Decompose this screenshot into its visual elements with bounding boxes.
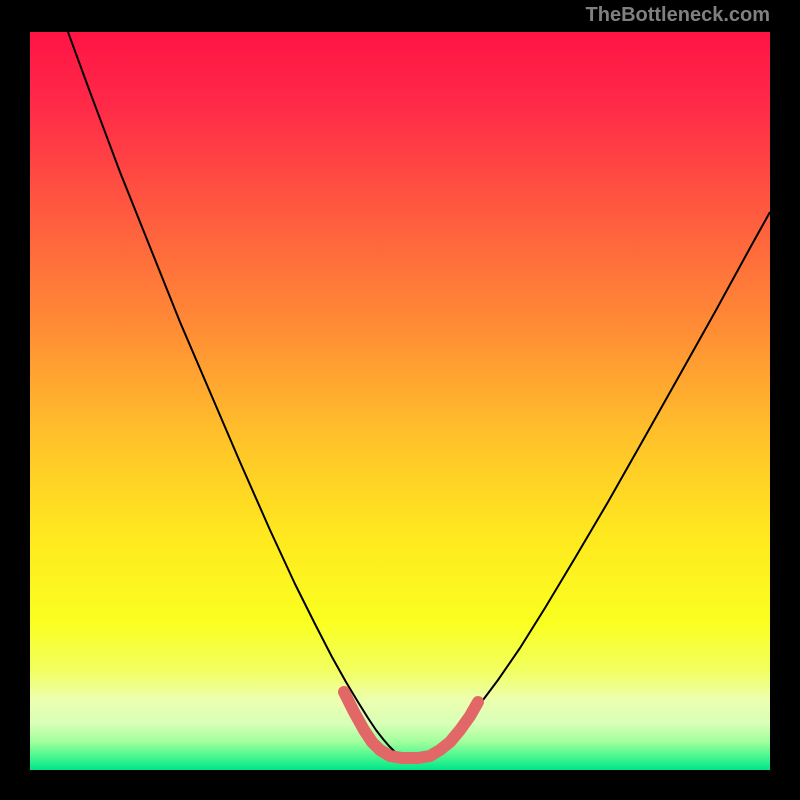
bottleneck-chart <box>30 32 770 770</box>
chart-container: TheBottleneck.com <box>0 0 800 800</box>
watermark-text: TheBottleneck.com <box>586 4 770 27</box>
gradient-background <box>30 32 770 770</box>
